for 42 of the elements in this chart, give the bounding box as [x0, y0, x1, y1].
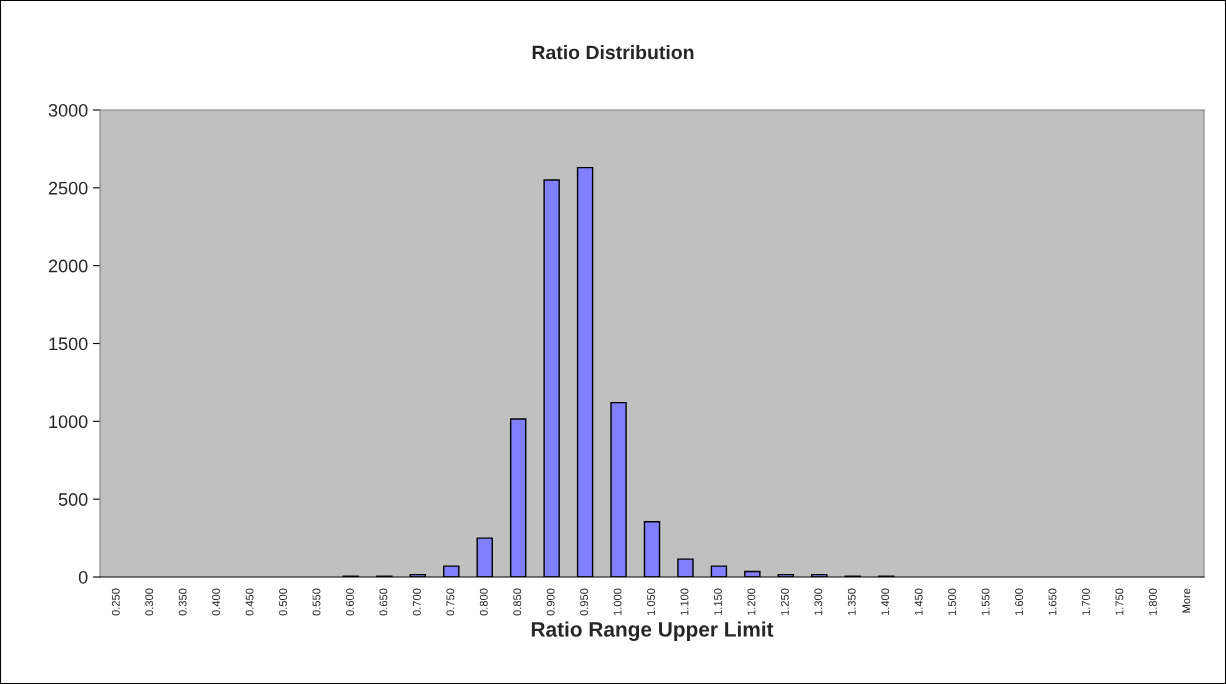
x-tick-label: 1.050 [647, 588, 655, 616]
x-tick-label: 1.600 [1015, 588, 1023, 616]
x-tick-label: 1.350 [847, 588, 856, 616]
y-tick-label: 1000 [49, 415, 88, 429]
x-tick-label: 1.300 [814, 588, 823, 616]
x-tick-label: 0.900 [546, 588, 555, 616]
x-tick-label: 1.750 [1115, 588, 1124, 616]
x-tick-label: 1.500 [948, 588, 957, 616]
x-tick-label: 0.650 [379, 588, 388, 616]
x-tick-label: 0.850 [513, 588, 522, 616]
x-tick-label: 1.150 [714, 588, 722, 616]
x-tick-label: 0.300 [145, 588, 154, 616]
x-tick-label: 0.400 [212, 588, 221, 616]
y-tick-label: 1500 [49, 337, 88, 351]
x-tick-label: 0.450 [245, 588, 254, 616]
x-tick-label: 0.500 [279, 588, 287, 616]
x-tick-label: 1.800 [1148, 588, 1157, 616]
x-tick-label: 1.550 [981, 588, 990, 616]
x-tick-label: 0.600 [346, 588, 354, 616]
x-tick-label: 1.700 [1082, 588, 1090, 616]
x-tick-label: 1.250 [780, 588, 789, 616]
y-tick-label: 3000 [48, 103, 88, 117]
x-axis-title: Ratio Range Upper Limit [531, 621, 774, 641]
x-tick-label: 0.550 [312, 588, 321, 616]
x-tick-label: 1.200 [747, 588, 756, 616]
x-tick-label: 0.250 [111, 588, 120, 616]
y-tick-label: 500 [58, 493, 88, 506]
x-tick-label: 0.700 [412, 588, 421, 616]
x-tick-label: 1.100 [680, 588, 689, 616]
x-tick-label: 1.000 [613, 588, 622, 616]
y-tick-label: 0 [78, 570, 88, 584]
x-tick-label: 0.750 [446, 588, 455, 616]
y-tick-label: 2500 [48, 181, 88, 195]
x-tick-label: 0.800 [479, 588, 488, 616]
x-tick-label: More [1182, 588, 1191, 613]
y-tick-label: 2000 [48, 259, 88, 273]
x-tick-label: 1.450 [914, 588, 923, 616]
x-tick-label: 1.400 [881, 588, 890, 616]
x-tick-label: 0.350 [178, 588, 187, 616]
x-tick-label: 1.650 [1048, 588, 1057, 616]
x-tick-label: 0.950 [580, 588, 589, 616]
chart-title: Ratio Distribution [532, 45, 694, 60]
